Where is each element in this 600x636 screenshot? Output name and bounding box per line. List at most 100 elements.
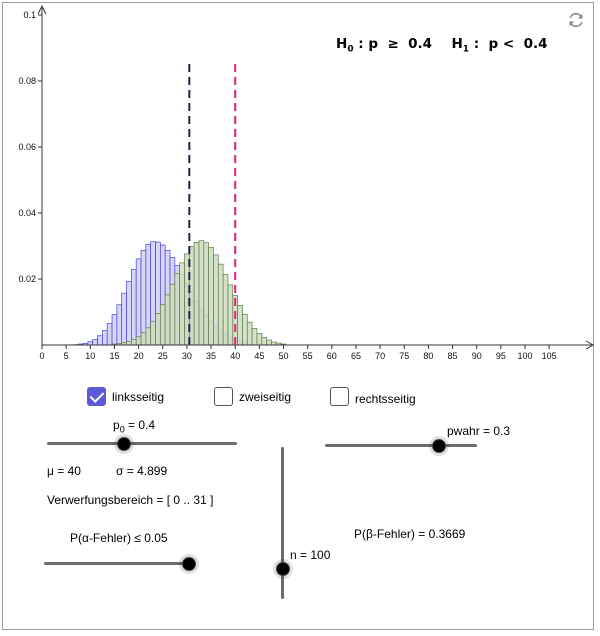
bar-h0-27 <box>169 283 176 346</box>
y-tick-label-0.08: 0.08 <box>18 76 36 86</box>
x-tick-label-20: 20 <box>134 351 144 361</box>
x-tick-label-100: 100 <box>517 351 532 361</box>
x-tick-label-40: 40 <box>230 351 240 361</box>
p0-label-main: p <box>113 418 120 432</box>
h0-symbol: H <box>336 36 348 52</box>
hypothesis-text: H0 : p ≥ 0.4 H1 : p < 0.4 <box>336 36 548 55</box>
bar-pwahr-21 <box>140 249 147 346</box>
bar-pwahr-15 <box>111 314 118 346</box>
x-tick-label-25: 25 <box>158 351 168 361</box>
sigma-value: σ = 4.899 <box>116 464 168 478</box>
bar-h0-44 <box>251 328 258 346</box>
bar-h0-25 <box>159 304 166 346</box>
bar-h0-39 <box>227 284 234 346</box>
x-tick-label-90: 90 <box>472 351 482 361</box>
p0-slider-track[interactable] <box>47 442 237 445</box>
y-tick-label-0.04: 0.04 <box>18 208 36 218</box>
bar-h0-42 <box>242 313 248 346</box>
p0-label-sub: 0 <box>119 424 125 435</box>
x-tick-label-45: 45 <box>254 351 264 361</box>
x-tick-label-75: 75 <box>399 351 409 361</box>
pwahr-slider-handle[interactable] <box>432 439 446 453</box>
alpha-slider-track[interactable] <box>44 562 196 565</box>
bar-pwahr-19 <box>131 269 137 346</box>
p0-slider-handle[interactable] <box>117 437 131 451</box>
y-tick-label-0.06: 0.06 <box>18 142 36 152</box>
bar-pwahr-12 <box>97 335 103 346</box>
bar-h0-32 <box>193 242 200 346</box>
bar-pwahr-16 <box>116 304 123 346</box>
x-tick-label-10: 10 <box>85 351 95 361</box>
mu-value: μ = 40 <box>47 464 81 478</box>
p0-label-value: = 0.4 <box>124 418 156 432</box>
bar-h0-46 <box>261 337 267 346</box>
h1-sub: 1 <box>462 44 470 55</box>
p0-label: p0 = 0.4 <box>113 418 155 434</box>
x-tick-label-0: 0 <box>39 351 44 361</box>
bar-h0-38 <box>222 274 229 346</box>
bar-h0-34 <box>203 242 209 346</box>
bar-h0-24 <box>155 313 161 346</box>
pwahr-label: pwahr = 0.3 <box>447 424 511 438</box>
h1-symbol: H <box>451 36 463 52</box>
linksseitig-checkbox[interactable] <box>87 387 106 406</box>
bar-h0-22 <box>145 327 152 346</box>
bar-pwahr-13 <box>102 330 108 346</box>
applet-frame <box>2 2 594 630</box>
refresh-icon[interactable] <box>567 11 585 29</box>
bar-h0-33 <box>198 240 205 346</box>
alpha-label: P(α-Fehler) ≤ 0.05 <box>70 531 168 545</box>
y-axis-arrow <box>37 4 47 15</box>
bar-h0-47 <box>266 339 272 346</box>
n-slider-handle[interactable] <box>276 562 290 576</box>
bar-h0-20 <box>135 336 142 346</box>
y-tick-label-0.02: 0.02 <box>18 274 36 284</box>
x-tick-label-80: 80 <box>423 351 433 361</box>
bar-pwahr-17 <box>121 292 127 346</box>
x-tick-label-35: 35 <box>206 351 216 361</box>
bar-h0-43 <box>246 321 253 346</box>
checkmark-icon <box>89 388 105 403</box>
n-label: n = 100 <box>290 548 331 562</box>
zweiseitig-label: zweiseitig <box>239 390 292 404</box>
x-tick-label-30: 30 <box>182 351 192 361</box>
alpha-slider-handle[interactable] <box>182 557 196 571</box>
h1-text: : p < 0.4 <box>469 36 548 52</box>
x-tick-label-15: 15 <box>109 351 119 361</box>
bar-h0-41 <box>237 305 243 346</box>
bar-h0-21 <box>140 332 147 346</box>
x-tick-label-55: 55 <box>303 351 313 361</box>
bar-h0-18 <box>126 341 132 346</box>
binomial-chart: 0 5 10 15 20 25 30 35 40 45 50 55 60 65 70 75 80 85 90 95 10… <box>18 4 595 361</box>
rejection-region: Verwerfungsbereich = [ 0 .. 31 ] <box>47 493 214 507</box>
bar-pwahr-14 <box>106 323 113 346</box>
h0-sub: 0 <box>347 44 354 55</box>
x-axis-arrow <box>585 340 595 350</box>
bar-h0-45 <box>256 333 263 346</box>
bar-h0-35 <box>208 246 214 346</box>
bar-pwahr-18 <box>126 280 132 346</box>
linksseitig-label: linksseitig <box>112 390 165 404</box>
x-tick-label-85: 85 <box>448 351 458 361</box>
beta-error-value: P(β-Fehler) = 0.3669 <box>354 527 466 541</box>
zweiseitig-checkbox[interactable] <box>214 387 233 406</box>
bar-h0-29 <box>179 262 185 346</box>
rechtsseitig-checkbox[interactable] <box>330 387 349 406</box>
rechtsseitig-label: rechtsseitig <box>355 392 416 406</box>
bar-pwahr-11 <box>92 339 98 346</box>
x-tick-label-50: 50 <box>278 351 288 361</box>
bar-h0-26 <box>164 294 171 346</box>
x-tick-label-5: 5 <box>64 351 69 361</box>
n-slider-track[interactable] <box>281 447 284 599</box>
bar-h0-36 <box>213 254 219 346</box>
x-tick-label-60: 60 <box>327 351 337 361</box>
bar-h0-23 <box>150 320 156 346</box>
y-tick-label-0.1: 0.1 <box>23 10 36 20</box>
bar-pwahr-20 <box>135 258 142 346</box>
pwahr-slider-track[interactable] <box>325 444 477 447</box>
x-tick-label-70: 70 <box>375 351 385 361</box>
bar-h0-19 <box>131 339 137 346</box>
bar-h0-37 <box>217 263 224 346</box>
x-tick-label-65: 65 <box>351 351 361 361</box>
bar-h0-28 <box>174 273 181 346</box>
